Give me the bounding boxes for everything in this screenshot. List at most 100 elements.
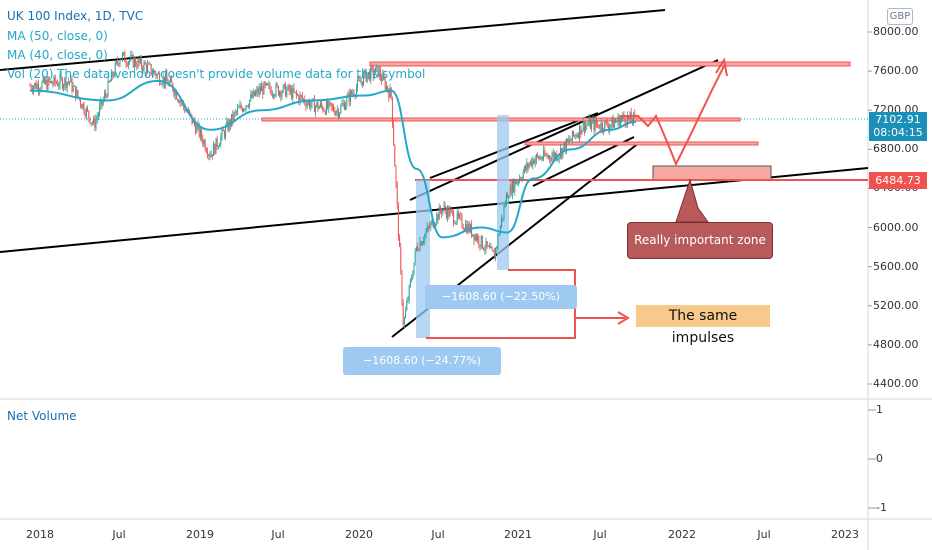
chart-title: UK 100 Index, 1D, TVC	[7, 9, 144, 23]
candle-body	[522, 172, 524, 179]
candle-body	[72, 86, 74, 91]
candle-body	[481, 235, 483, 248]
candle-body	[442, 208, 444, 214]
candle-body	[240, 105, 242, 109]
candle-body	[408, 285, 410, 300]
candle-body	[385, 86, 387, 90]
candle-body	[551, 156, 553, 161]
candle-body	[64, 78, 66, 86]
candle-body	[118, 63, 120, 65]
candle-body	[151, 73, 153, 75]
candle-body	[359, 79, 361, 83]
candle-body	[29, 85, 31, 87]
candle-body	[420, 241, 422, 246]
candle-body	[475, 235, 477, 241]
candle-body	[457, 212, 459, 217]
candle-body	[402, 303, 404, 325]
candle-body	[185, 110, 187, 112]
candle-body	[370, 67, 372, 81]
important-zone-note: Really important zone	[627, 222, 773, 259]
candle-body	[165, 74, 167, 85]
candle-body	[127, 61, 129, 66]
candle-body	[295, 91, 297, 95]
candle-body	[477, 236, 479, 241]
candle-body	[244, 109, 246, 110]
candle-body	[360, 81, 362, 83]
candle-body	[101, 99, 103, 105]
candle-body	[514, 181, 516, 192]
candle-body	[527, 162, 529, 168]
candle-body	[570, 139, 572, 141]
candle-body	[60, 75, 62, 79]
candle-body	[173, 90, 175, 96]
y-tick-label: 5600.00	[873, 259, 919, 273]
candle-body	[513, 180, 515, 192]
candle-body	[334, 111, 336, 115]
last-price-value: 7102.91	[875, 113, 921, 126]
last-price-box: 7102.91 08:04:15	[869, 112, 927, 141]
candle-body	[301, 95, 303, 100]
measure-label-2: −1608.60 (−24.77%) −160860	[343, 347, 501, 395]
candle-body	[161, 84, 163, 85]
candle-body	[259, 87, 261, 92]
candle-body	[77, 90, 79, 97]
candle-body	[605, 121, 607, 122]
candle-body	[99, 105, 101, 115]
candle-body	[451, 210, 453, 213]
candle-body	[450, 209, 452, 211]
candle-body	[145, 64, 147, 72]
candle-body	[339, 112, 341, 117]
candle-body	[395, 166, 397, 184]
candle-body	[394, 144, 396, 167]
y-tick-label: 5200.00	[873, 298, 919, 312]
candle-body	[586, 124, 588, 126]
candle-body	[463, 229, 465, 230]
candle-body	[355, 87, 357, 96]
candle-body	[520, 178, 522, 180]
candle-body	[115, 60, 117, 63]
candle-body	[346, 96, 348, 105]
candle-body	[221, 129, 223, 137]
candle-body	[387, 86, 389, 91]
candle-body	[538, 156, 540, 160]
candle-body	[105, 93, 107, 95]
candle-body	[67, 81, 69, 83]
candle-body	[131, 54, 133, 56]
candle-body	[335, 111, 337, 115]
candle-body	[480, 235, 482, 247]
candle-body	[235, 111, 237, 113]
candle-body	[215, 138, 217, 154]
projection-arrowhead	[715, 57, 728, 77]
candle-body	[174, 91, 176, 96]
ma40-legend: MA (40, close, 0)	[7, 48, 108, 62]
candle-body	[347, 93, 349, 97]
candle-body	[148, 63, 150, 65]
candle-body	[601, 122, 603, 130]
candle-body	[509, 184, 511, 198]
y-tick-label: 4400.00	[873, 377, 919, 390]
candle-body	[337, 109, 339, 117]
candle-body	[49, 81, 51, 82]
candle-body	[237, 107, 239, 112]
candle-body	[455, 222, 457, 224]
candle-body	[276, 84, 278, 87]
candle-body	[129, 60, 131, 62]
candle-body	[91, 122, 93, 124]
candle-body	[58, 85, 60, 87]
candle-body	[435, 223, 437, 227]
candle-body	[223, 131, 225, 137]
candle-body	[330, 102, 332, 107]
candle-body	[587, 124, 589, 126]
candle-body	[293, 87, 295, 92]
candle-body	[316, 102, 318, 107]
candle-body	[46, 80, 48, 90]
candle-body	[51, 81, 53, 84]
candle-body	[333, 106, 335, 112]
candle-body	[155, 73, 157, 77]
candle-body	[138, 59, 140, 63]
candle-body	[550, 158, 552, 161]
candle-body	[107, 80, 109, 97]
candle-body	[507, 194, 509, 199]
currency-button[interactable]: GBP	[887, 8, 913, 25]
